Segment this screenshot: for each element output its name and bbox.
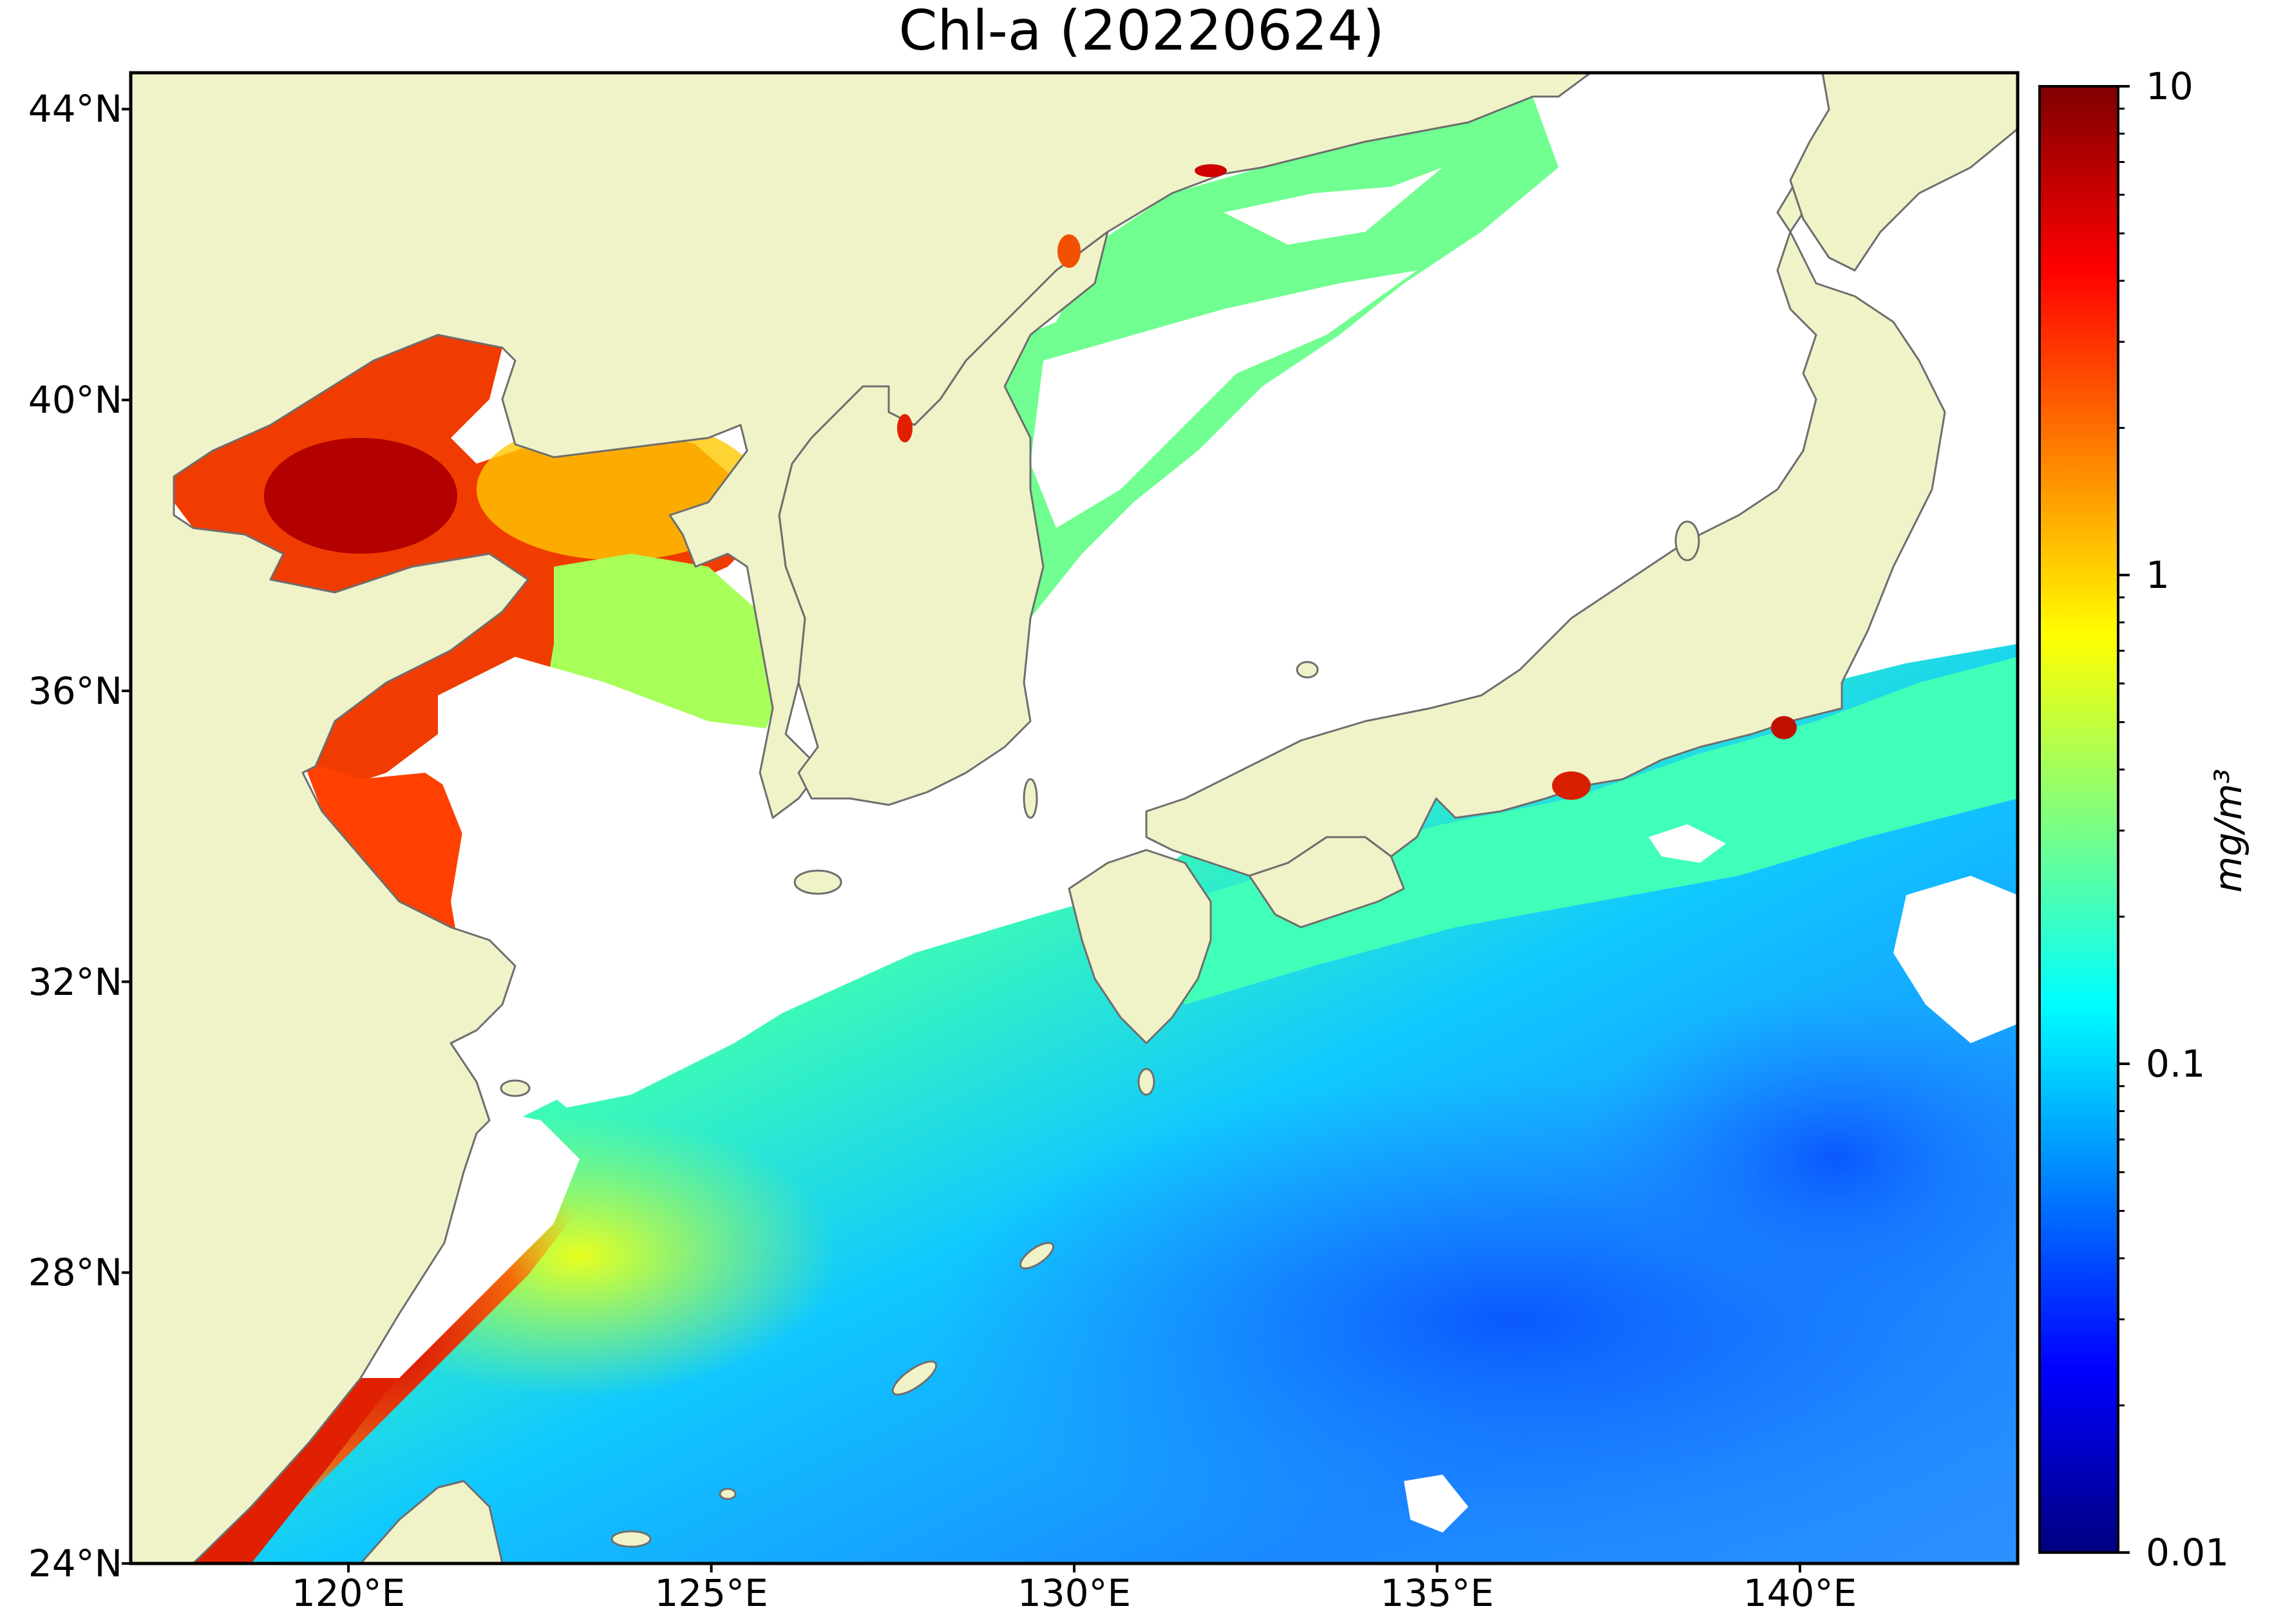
japan-pacific-coastal (1121, 657, 2018, 1005)
lon-label-130: 130°E (1017, 1571, 1132, 1615)
bohai-peak-chl (264, 438, 457, 554)
low-chl-pool-east (1578, 992, 2018, 1327)
sea-of-japan-cloud (1030, 270, 1417, 528)
cloud-east-pacific (1893, 876, 2018, 1043)
korea-north-west-coast (897, 414, 913, 442)
ishigaki-island (611, 1530, 652, 1548)
lat-tick-marks (122, 108, 131, 1565)
ise-bay-high-chl (1552, 771, 1591, 800)
sado-island (1674, 520, 1700, 562)
colorbar-bar (2040, 86, 2118, 1553)
cloud-south-pacific (1404, 1475, 1468, 1533)
cloud-east-china-sea (438, 618, 1224, 1108)
colorbar-frame (2038, 85, 2119, 1554)
lon-label-125: 125°E (654, 1571, 768, 1615)
cloud-zhejiang (361, 1108, 580, 1378)
lon-label-140: 140°E (1743, 1571, 1857, 1615)
lat-label-40: 40°N (28, 378, 122, 422)
miyako-island (719, 1487, 737, 1500)
japan-shikoku (1248, 836, 1405, 929)
lon-label-135: 135°E (1380, 1571, 1494, 1615)
map-title: Chl-a (20220624) (898, 0, 1385, 63)
tokyo-bay-high-chl (1771, 716, 1797, 739)
yakushima-island (1137, 1068, 1155, 1096)
vladivostok-coast-high-chl (1195, 164, 1227, 177)
korea-peninsula (778, 231, 1109, 806)
oki-island (1296, 661, 1319, 679)
lon-label-120: 120°E (291, 1571, 406, 1615)
lat-label-32: 32°N (28, 959, 122, 1004)
cloud-shikoku-south (1649, 824, 1726, 863)
lat-label-24: 24°N (28, 1542, 122, 1585)
colorbar-label-0.1: 0.1 (2146, 1042, 2206, 1086)
sea-of-japan-chl (889, 97, 1558, 695)
lat-label-28: 28°N (28, 1251, 122, 1295)
colorbar-label-1: 1 (2146, 553, 2170, 597)
amami-island (1019, 1242, 1055, 1270)
zhoushan-islands (500, 1079, 531, 1097)
land (131, 73, 2018, 1563)
japan-hokkaido (1789, 73, 2018, 272)
lat-label-36: 36°N (28, 668, 122, 713)
colorbar-tick-marks (2118, 85, 2130, 1554)
lon-tick-marks (347, 1563, 1801, 1572)
jeju-island (793, 869, 842, 895)
sea-of-japan-cloud-north (1224, 167, 1443, 245)
okinawa-island (891, 1360, 938, 1396)
colorbar-label-10: 10 (2146, 64, 2193, 108)
korea-northeast-coast (1057, 234, 1081, 268)
colorbar-unit-label: mg/m³ (2206, 768, 2250, 893)
taiwan (359, 1480, 504, 1563)
japan-kyushu (1068, 849, 1212, 1044)
map-area (131, 73, 2018, 1563)
tsushima-island (1023, 778, 1038, 819)
colorbar-label-0.01: 0.01 (2146, 1531, 2230, 1574)
cloud-yellow-sea-west (438, 676, 567, 863)
lat-label-44: 44°N (28, 87, 122, 131)
